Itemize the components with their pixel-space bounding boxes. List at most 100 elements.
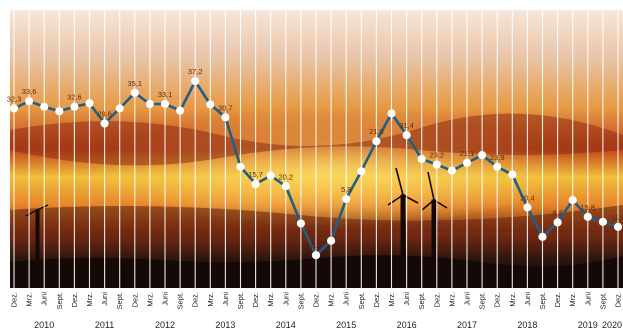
x-tick-label: Dez. [614,292,623,307]
data-point [236,162,245,171]
wind-turbine-blade [36,204,49,211]
data-label: 32,3 [7,94,22,103]
x-tick-label: Juni [583,292,592,306]
x-tick-label: Dez. [70,292,79,307]
x-tick-label: Juni [40,292,49,306]
data-label: 37,2 [188,67,203,76]
data-point [281,182,290,191]
x-tick-label: Mrz. [206,292,215,307]
data-point [553,218,562,227]
data-label: 15,7 [248,170,263,179]
x-tick-label: Mrz. [25,292,34,307]
data-label: 35,1 [127,79,142,88]
year-label: 2020 [602,320,622,330]
data-point [160,99,170,109]
data-point [432,160,441,169]
x-tick-label: Mrz. [266,292,275,307]
wind-turbine-blade [421,199,435,211]
year-labels: 2010 2011 2012 2013 2014 2015 2016 2017 2018 2019… [34,320,622,330]
x-tick-label: Dez. [251,292,260,307]
data-label: 30,7 [218,103,233,112]
x-tick-label: Sept. [417,292,426,310]
wind-turbine-blade [402,194,419,204]
data-point [462,158,472,167]
year-label: 2015 [336,320,356,330]
data-point [206,100,215,109]
data-point [25,97,34,106]
data-label: 32,6 [67,93,82,102]
data-label: 31,4 [399,121,414,130]
x-tick-label: Sept. [598,292,607,310]
x-axis-ticks: Dez. Mrz. Juni Sept. Dez. Mrz. Juni Sept. Dez. Mr… [10,292,623,310]
data-point [296,219,305,228]
x-tick-label: Mrz. [327,292,336,307]
cloud-band [10,113,623,166]
x-tick-label: Mrz. [387,292,396,307]
wind-turbine [400,194,406,271]
data-point [523,203,532,212]
data-label: 23,2 [429,151,444,160]
data-point [493,162,502,171]
data-label: 11,6 [309,241,323,250]
data-point [598,217,608,226]
year-label: 2011 [95,320,114,330]
x-tick-label: Dez. [312,292,321,307]
data-point [311,251,321,260]
data-point [402,131,411,140]
data-point [115,104,124,113]
x-tick-label: Dez. [130,292,139,307]
data-point [613,222,623,231]
data-point [478,151,487,160]
data-point [266,171,275,180]
x-tick-label: Sept. [236,292,245,310]
x-tick-label: Juni [221,292,230,306]
data-label: 20,4 [520,193,535,202]
plot-area: 32,333,6 32,6 29,6 35,1 33,1 37,2 30,7 15,7 20,2… [7,67,623,260]
data-label: 5,8 [341,185,351,194]
data-point [130,88,139,97]
wind-turbine-blade [427,171,435,201]
x-tick-label: Dez. [10,292,19,307]
x-tick-label: Mrz. [85,292,94,307]
data-point [372,137,381,146]
x-tick-label: Dez. [372,292,381,307]
data-point [176,106,185,115]
x-tick-label: Juni [463,292,472,306]
year-label: 2012 [155,320,175,330]
x-tick-label: Sept. [538,292,547,310]
x-tick-label: Dez. [553,292,562,307]
data-point [583,212,592,221]
x-tick-label: Juni [281,292,290,306]
data-label: 20,2 [278,172,293,181]
x-tick-label: Juni [100,292,109,306]
data-label: 29,6 [97,109,112,118]
year-label: 2018 [517,320,537,330]
year-label: 2014 [276,320,296,330]
x-tick-label: Dez. [191,292,200,307]
x-tick-label: Sept. [357,292,366,310]
x-tick-label: Dez. [493,292,502,307]
data-point [145,99,154,109]
x-tick-label: Mrz. [508,292,517,307]
data-point [447,166,456,175]
data-label: 21,0 [369,127,384,136]
x-tick-label: Mrz. [447,292,456,307]
x-tick-label: Sept. [176,292,185,310]
wind-turbine [35,209,40,271]
data-point [417,154,426,164]
wind-turbines [25,167,448,271]
data-point [40,102,49,111]
wind-turbine-blade [387,194,404,206]
year-label: 2010 [34,320,54,330]
year-label: 2016 [397,320,417,330]
data-label: 11,0 [611,213,623,222]
data-point [100,119,109,128]
data-point [327,236,336,245]
wind-turbine-blade [395,167,404,196]
wind-turbine-blade [433,199,448,209]
data-point [55,107,64,116]
data-label: 21,1 [460,149,475,158]
wind-turbine [431,199,437,271]
